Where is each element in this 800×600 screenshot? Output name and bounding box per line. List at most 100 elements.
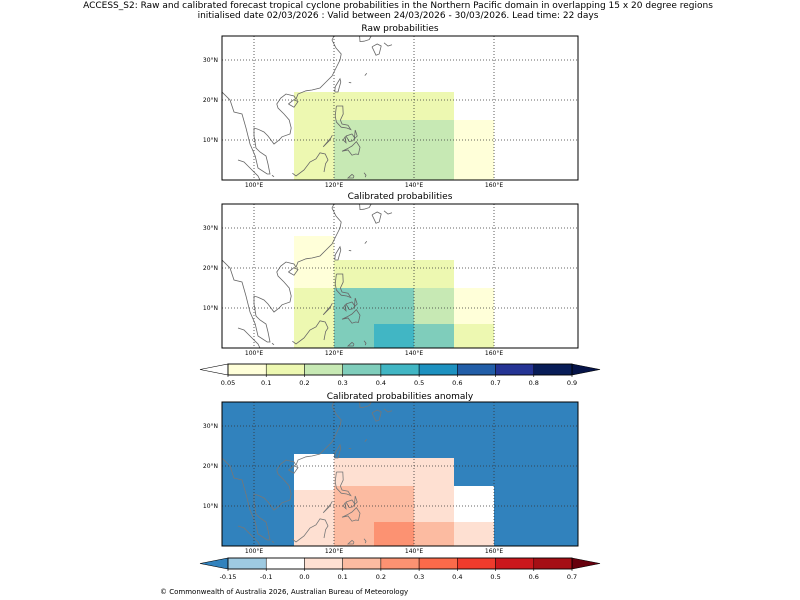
calibrated-cell-1 [294, 260, 334, 288]
anomaly-coastline-6 [353, 495, 358, 506]
anomaly-colorbar-segment [495, 557, 535, 570]
anomaly-cell-2 [334, 458, 454, 486]
calibrated-coastline-11 [271, 342, 275, 346]
anomaly-plot-area [222, 402, 578, 546]
raw-cell-4 [454, 120, 494, 180]
anomaly-y-tick-label: 30°N [203, 423, 218, 430]
calibrated-panel-title: Calibrated probabilities [348, 192, 453, 202]
anomaly-frame [221, 401, 579, 547]
calibrated-coastline-9 [292, 320, 329, 345]
anomaly-coastline-7 [341, 506, 361, 522]
raw-y-tick-label: 10°N [203, 137, 218, 144]
probability-colorbar-under-arrow [199, 363, 229, 376]
raw-plot-area [222, 36, 578, 180]
calibrated-cell-8 [374, 324, 414, 348]
probability-colorbar-label: 0.5 [414, 379, 424, 387]
calibrated-cell-2 [334, 260, 454, 288]
raw-x-tick-label: 120°E [325, 182, 343, 189]
probability-colorbar-label: 0.6 [452, 379, 462, 387]
raw-coastline-4 [345, 133, 356, 143]
anomaly-coastline-16 [383, 408, 393, 413]
raw-probabilities-panel: Raw probabilities 100°E 120°E 140°E 160°E 10°… [203, 24, 579, 189]
raw-x-tick-label: 160°E [485, 182, 503, 189]
anomaly-panel: Calibrated probabilities anomaly 100°E 120… [203, 392, 579, 555]
anomaly-cell-5 [414, 486, 454, 522]
raw-coastline-11 [271, 174, 275, 178]
anomaly-coastline-10 [237, 525, 261, 546]
probability-colorbar-label: 0.8 [529, 379, 539, 387]
raw-frame [221, 35, 579, 181]
raw-coastline-1 [288, 99, 299, 108]
probability-colorbar-segment [533, 363, 573, 376]
raw-y-tick-label: 30°N [203, 57, 218, 64]
anomaly-colorbar-segment [265, 557, 305, 570]
probability-colorbar-segment [342, 363, 382, 376]
calibrated-frame [221, 203, 579, 349]
probability-colorbar-segment [227, 363, 267, 376]
anomaly-colorbar-label: 0.3 [414, 573, 424, 581]
calibrated-coastline-3 [334, 273, 352, 299]
raw-coastline-16 [383, 42, 393, 47]
probability-colorbar-segment [418, 363, 458, 376]
raw-coastline-9 [292, 152, 329, 177]
anomaly-colorbar-segment [304, 557, 343, 570]
calibrated-cell-7 [454, 324, 494, 348]
anomaly-colorbar-label: 0.0 [299, 573, 309, 581]
calibrated-coastline-18 [364, 240, 368, 244]
probability-colorbar-label: 0.05 [221, 379, 235, 387]
anomaly-coastline-1 [288, 465, 299, 474]
calibrated-y-tick-label: 10°N [203, 305, 218, 312]
raw-x-tick-label: 100°E [245, 182, 263, 189]
calibrated-cell-3 [294, 288, 334, 348]
anomaly-cell-0 [294, 454, 334, 462]
raw-cell-1 [334, 92, 454, 120]
anomaly-colorbar-label: 0.5 [490, 573, 500, 581]
calibrated-plot-area [222, 204, 578, 348]
anomaly-coastline-2 [334, 443, 342, 459]
anomaly-colorbar-label: 0.2 [376, 573, 386, 581]
anomaly-panel-title: Calibrated probabilities anomaly [327, 392, 474, 402]
raw-coastline-13 [363, 172, 367, 178]
calibrated-x-tick-label: 120°E [325, 350, 343, 357]
raw-cell-3 [334, 120, 454, 180]
raw-coastline-12 [346, 173, 355, 179]
anomaly-coastline-0 [222, 402, 342, 541]
anomaly-coastline-14 [371, 409, 382, 422]
anomaly-coastline-18 [364, 438, 368, 442]
probability-colorbar-label: 0.4 [376, 379, 386, 387]
raw-coastline-8 [322, 135, 333, 148]
anomaly-colorbar-label: 0.6 [529, 573, 539, 581]
anomaly-y-tick-label: 10°N [203, 503, 218, 510]
calibrated-coastline-7 [341, 308, 361, 324]
calibrated-cell-6 [454, 288, 494, 324]
raw-coastline-2 [334, 77, 342, 93]
anomaly-coastline-4 [345, 499, 356, 509]
anomaly-colorbar-label: 0.7 [567, 573, 577, 581]
calibrated-coastline-6 [353, 297, 358, 308]
probability-colorbar-label: 0.3 [337, 379, 347, 387]
raw-coastline-7 [341, 140, 361, 156]
raw-coastline-15 [359, 36, 372, 43]
figure-title-line2: initialised date 02/03/2026 : Valid betw… [198, 11, 599, 21]
anomaly-x-tick-label: 140°E [405, 548, 423, 555]
raw-coastline-14 [371, 43, 382, 56]
calibrated-coastline-12 [346, 341, 355, 347]
anomaly-colorbar-under-arrow [199, 557, 229, 570]
anomaly-coastline-9 [292, 518, 329, 543]
anomaly-coastline-15 [359, 402, 372, 409]
anomaly-colorbar-segment [227, 557, 267, 570]
anomaly-x-tick-label: 160°E [485, 548, 503, 555]
probability-colorbar-segment [457, 363, 496, 376]
calibrated-cell-9 [414, 324, 454, 348]
anomaly-coastline-13 [363, 538, 367, 544]
probability-colorbar-segment [495, 363, 535, 376]
copyright-footer: © Commonwealth of Australia 2026, Austra… [160, 588, 408, 596]
probability-colorbar-label: 0.9 [567, 379, 577, 387]
raw-coastline-10 [237, 159, 261, 180]
raw-cell-2 [294, 120, 334, 180]
probability-colorbar-frame [227, 363, 573, 376]
anomaly-coastline-8 [322, 501, 333, 514]
probability-colorbar-label: 0.2 [299, 379, 309, 387]
raw-panel-title: Raw probabilities [361, 24, 439, 34]
